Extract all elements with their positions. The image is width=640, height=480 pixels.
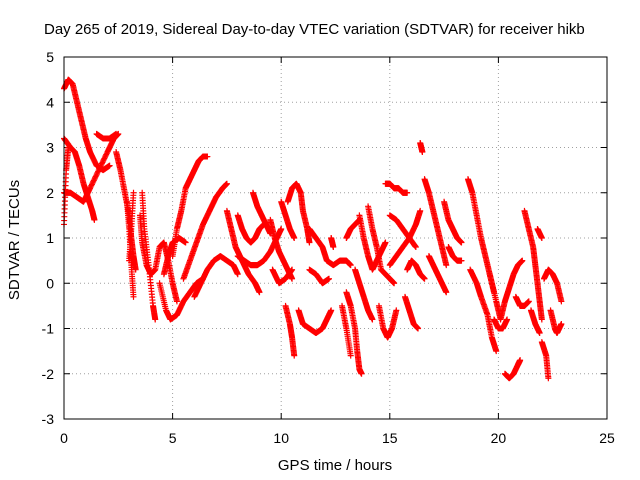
data-point	[419, 149, 426, 156]
y-tick-label: -1	[42, 321, 55, 337]
data-point	[256, 289, 263, 296]
x-tick-label: 10	[273, 430, 289, 446]
data-point	[382, 239, 389, 246]
data-point	[306, 239, 313, 246]
y-tick-label: 5	[46, 49, 54, 65]
data-point	[328, 307, 335, 314]
data-point	[291, 352, 298, 359]
x-tick-label: 25	[599, 430, 615, 446]
y-tick-label: -2	[42, 366, 55, 382]
data-point	[369, 316, 376, 323]
data-point	[130, 293, 137, 300]
y-tick-label: 3	[46, 140, 54, 156]
data-point	[173, 298, 180, 305]
y-tick-label: 4	[46, 94, 54, 110]
data-point	[91, 216, 98, 223]
data-point	[404, 189, 411, 196]
data-point	[234, 271, 241, 278]
data-point	[65, 144, 72, 151]
data-point	[421, 275, 428, 282]
chart-title: Day 265 of 2019, Sidereal Day-to-day VTE…	[44, 21, 585, 38]
data-point	[223, 180, 230, 187]
data-points	[61, 76, 565, 382]
data-point	[325, 275, 332, 282]
data-point	[291, 235, 298, 241]
data-point	[152, 316, 159, 323]
data-point	[330, 244, 337, 251]
y-tick-label: 1	[46, 230, 54, 246]
data-point	[106, 162, 113, 169]
data-point	[278, 225, 285, 232]
data-point	[113, 130, 120, 137]
data-point	[347, 352, 354, 359]
x-tick-label: 20	[491, 430, 507, 446]
data-point	[358, 370, 365, 377]
data-point	[391, 280, 398, 287]
y-axis-label: SDTVAR / TECUs	[6, 180, 23, 300]
data-point	[347, 262, 354, 269]
data-point	[415, 325, 422, 332]
data-point	[417, 207, 424, 214]
data-point	[393, 307, 400, 314]
data-point	[412, 244, 419, 251]
y-tick-label: 2	[46, 185, 54, 201]
y-tick-label: 0	[46, 275, 54, 291]
x-tick-label: 0	[60, 430, 68, 446]
axis-ticks: 0 5 10 15 20 25 -3 -2 -1 0 1 2 3 4 5	[42, 49, 615, 446]
data-point	[126, 257, 133, 264]
y-tick-label: -3	[42, 411, 55, 427]
data-point	[289, 275, 296, 282]
data-point	[204, 153, 211, 160]
grid-lines	[64, 57, 607, 419]
x-tick-label: 15	[382, 430, 398, 446]
x-tick-label: 5	[169, 430, 177, 446]
data-point	[182, 239, 189, 246]
data-point	[289, 266, 296, 273]
x-axis-label: GPS time / hours	[278, 457, 392, 474]
